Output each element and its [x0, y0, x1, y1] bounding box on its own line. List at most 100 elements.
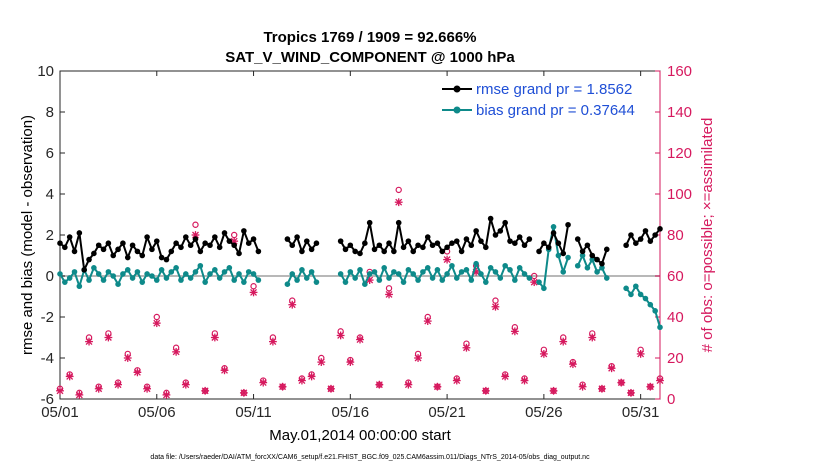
- rmse-data-point: [207, 242, 213, 249]
- rmse-data-point: [299, 248, 305, 255]
- obs-assimilated-marker: [559, 337, 568, 346]
- bias-data-point: [129, 275, 136, 281]
- rmse-data-point: [187, 242, 194, 249]
- rmse-data-point: [139, 252, 146, 259]
- rmse-data-point: [284, 236, 291, 242]
- obs-possible-marker: [192, 221, 199, 228]
- bias-data-point: [492, 269, 499, 275]
- y2-tick-label: 120: [667, 145, 692, 162]
- rmse-data-point: [163, 256, 170, 263]
- rmse-data-point: [308, 246, 315, 253]
- x-tick-label: 05/31: [622, 404, 660, 421]
- rmse-data-point: [255, 248, 262, 255]
- obs-assimilated-marker: [598, 384, 606, 393]
- rmse-data-point: [221, 230, 228, 236]
- bias-data-point: [158, 267, 165, 273]
- obs-assimilated-marker: [56, 386, 64, 395]
- bias-data-point: [516, 265, 523, 271]
- rmse-data-point: [134, 248, 141, 255]
- rmse-data-point: [86, 256, 92, 263]
- obs-assimilated-marker: [269, 337, 277, 346]
- rmse-data-point: [153, 238, 160, 244]
- obs-assimilated-marker: [123, 354, 132, 362]
- bias-data-point: [642, 295, 649, 302]
- rmse-data-point: [81, 267, 87, 273]
- y-axis-label: rmse and bias (model - observation): [19, 115, 36, 355]
- rmse-data-point: [565, 221, 571, 228]
- bias-data-point: [178, 277, 184, 283]
- x-tick-label: 05/21: [428, 404, 466, 421]
- obs-assimilated-marker: [530, 278, 539, 287]
- bias-data-point: [105, 269, 112, 275]
- rmse-data-point: [197, 248, 204, 255]
- rmse-data-point: [357, 250, 363, 257]
- bias-data-point: [216, 275, 223, 281]
- rmse-data-point: [313, 240, 320, 246]
- rmse-data-point: [420, 244, 426, 251]
- bias-data-point: [76, 283, 83, 290]
- obs-assimilated-marker: [114, 380, 122, 389]
- rmse-data-point: [449, 240, 455, 246]
- rmse-data-point: [410, 248, 417, 255]
- obs-assimilated-marker: [327, 384, 335, 393]
- rmse-data-point: [512, 240, 518, 246]
- bias-data-point: [231, 277, 237, 283]
- rmse-data-point: [352, 248, 358, 255]
- x-axis-label: May.01,2014 00:00:00 start: [269, 427, 451, 444]
- obs-assimilated-marker: [375, 380, 384, 389]
- bias-data-point: [521, 271, 528, 277]
- obs-assimilated-marker: [617, 378, 626, 387]
- bias-data-point: [289, 271, 296, 277]
- rmse-data-point: [294, 234, 300, 240]
- obs-assimilated-marker: [152, 319, 161, 328]
- bias-data-point: [241, 279, 247, 285]
- rmse-data-point: [468, 242, 475, 249]
- rmse-data-point: [545, 244, 552, 251]
- bias-data-point: [57, 271, 63, 277]
- obs-assimilated-marker: [143, 384, 151, 393]
- bias-data-point: [371, 269, 378, 275]
- rmse-data-point: [57, 240, 63, 246]
- bias-data-point: [173, 265, 179, 271]
- rmse-data-point: [381, 248, 387, 255]
- rmse-data-point: [637, 236, 644, 242]
- obs-assimilated-marker: [356, 335, 364, 344]
- bias-data-point: [100, 277, 107, 283]
- bias-data-point: [463, 267, 470, 273]
- bias-data-point: [134, 269, 141, 275]
- bias-data-point: [594, 269, 600, 275]
- bias-data-point: [149, 273, 155, 279]
- bias-data-point: [555, 252, 562, 259]
- rmse-data-point: [366, 219, 373, 226]
- rmse-data-point: [502, 219, 508, 226]
- x-axis-ticks: 05/01 05/06 05/11 05/16 05/21 05/26 05/31: [41, 71, 659, 421]
- x-tick-label: 05/16: [332, 404, 370, 421]
- bias-data-point: [163, 275, 170, 281]
- obs-assimilated-marker: [172, 347, 181, 356]
- legend-bias-label: bias grand pr = 0.37644: [476, 102, 635, 119]
- bias-data-point: [536, 279, 542, 285]
- obs-assimilated-marker: [520, 376, 529, 385]
- rmse-data-point: [507, 238, 513, 244]
- rmse-data-point: [555, 240, 562, 246]
- obs-assimilated-marker: [336, 331, 345, 340]
- bias-data-point: [62, 279, 68, 285]
- bias-data-point: [502, 262, 508, 269]
- rmse-data-point: [439, 248, 446, 255]
- bias-data-point: [386, 275, 392, 281]
- obs-assimilated-marker: [75, 391, 84, 399]
- bias-data-point: [144, 271, 150, 277]
- obs-assimilated-marker: [94, 384, 103, 393]
- obs-assimilated-marker: [259, 378, 268, 387]
- bias-data-point: [66, 275, 73, 281]
- bias-data-point: [468, 277, 475, 283]
- bias-data-point: [633, 283, 639, 290]
- obs-assimilated-marker: [627, 388, 635, 397]
- legend-rmse-marker: [453, 85, 461, 93]
- bias-data-point: [303, 275, 310, 281]
- bias-data-point: [420, 269, 426, 275]
- obs-assimilated-marker: [510, 327, 519, 336]
- rmse-data-point: [395, 219, 402, 226]
- rmse-data-point: [110, 252, 117, 259]
- rmse-data-point: [657, 226, 663, 232]
